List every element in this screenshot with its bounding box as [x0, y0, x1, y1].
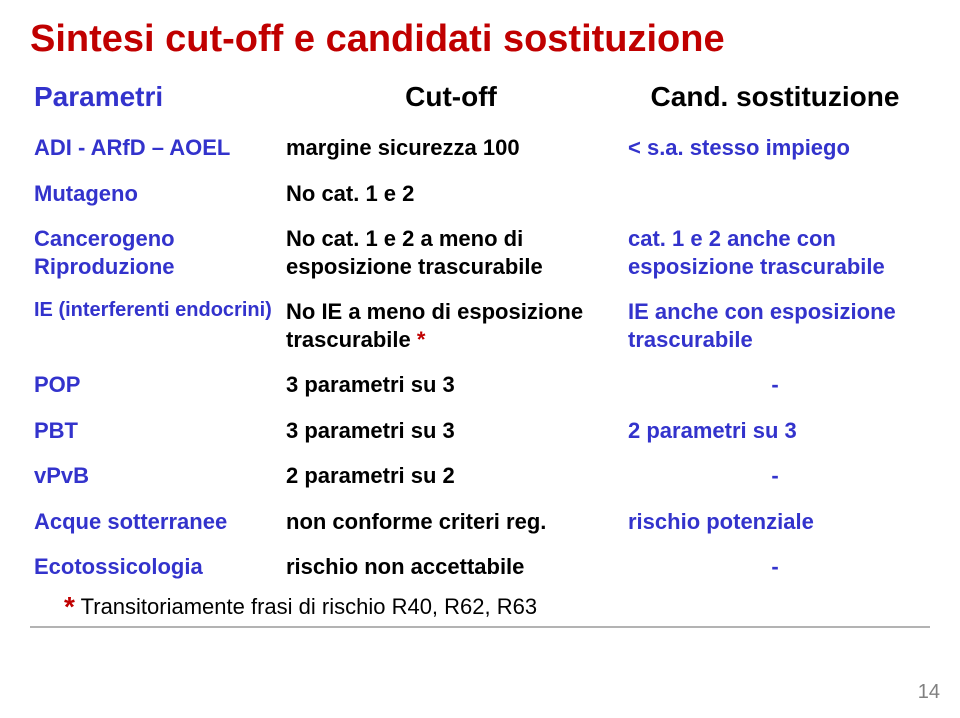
param-cell: Ecotossicologia [30, 545, 282, 591]
param-cell: Cancerogeno Riproduzione [30, 217, 282, 290]
footnote: * Transitoriamente frasi di rischio R40,… [30, 591, 930, 623]
table-row: IE (interferenti endocrini) No IE a meno… [30, 290, 930, 363]
cand-cell: - [624, 363, 930, 409]
cutoff-cell: No IE a meno di esposizione trascurabile… [282, 290, 624, 363]
table-row: PBT 3 parametri su 3 2 parametri su 3 [30, 409, 930, 455]
header-cutoff: Cut-off [282, 71, 624, 126]
main-table: Parametri Cut-off Cand. sostituzione ADI… [30, 71, 930, 591]
param-cell: IE (interferenti endocrini) [30, 290, 282, 363]
table-row: Mutageno No cat. 1 e 2 [30, 172, 930, 218]
table-body: ADI - ARfD – AOEL margine sicurezza 100 … [30, 126, 930, 591]
footnote-text: Transitoriamente frasi di rischio R40, R… [75, 594, 537, 619]
param-cell: POP [30, 363, 282, 409]
cand-cell: - [624, 545, 930, 591]
table-row: ADI - ARfD – AOEL margine sicurezza 100 … [30, 126, 930, 172]
cutoff-cell: 2 parametri su 2 [282, 454, 624, 500]
cutoff-cell: 3 parametri su 3 [282, 409, 624, 455]
table-row: Ecotossicologia rischio non accettabile … [30, 545, 930, 591]
cutoff-cell: non conforme criteri reg. [282, 500, 624, 546]
cand-cell: 2 parametri su 3 [624, 409, 930, 455]
cutoff-cell: margine sicurezza 100 [282, 126, 624, 172]
header-cand: Cand. sostituzione [624, 71, 930, 126]
cutoff-cell: No cat. 1 e 2 a meno di esposizione tras… [282, 217, 624, 290]
page-number: 14 [918, 681, 940, 704]
asterisk-inline: * [417, 327, 426, 352]
cutoff-cell: No cat. 1 e 2 [282, 172, 624, 218]
cand-cell: < s.a. stesso impiego [624, 126, 930, 172]
header-param: Parametri [30, 71, 282, 126]
cutoff-cell: 3 parametri su 3 [282, 363, 624, 409]
param-cell: Acque sotterranee [30, 500, 282, 546]
cand-cell: cat. 1 e 2 anche con esposizione trascur… [624, 217, 930, 290]
table-header-row: Parametri Cut-off Cand. sostituzione [30, 71, 930, 126]
table-row: Cancerogeno Riproduzione No cat. 1 e 2 a… [30, 217, 930, 290]
table-row: Acque sotterranee non conforme criteri r… [30, 500, 930, 546]
table-row: POP 3 parametri su 3 - [30, 363, 930, 409]
cand-cell: rischio potenziale [624, 500, 930, 546]
slide: Sintesi cut-off e candidati sostituzione… [0, 0, 960, 718]
cand-cell [624, 172, 930, 218]
cand-cell: IE anche con esposizione trascurabile [624, 290, 930, 363]
divider-line [30, 626, 930, 628]
slide-title: Sintesi cut-off e candidati sostituzione [30, 18, 930, 61]
cutoff-cell: rischio non accettabile [282, 545, 624, 591]
param-cell: PBT [30, 409, 282, 455]
param-cell: vPvB [30, 454, 282, 500]
footnote-asterisk: * [64, 591, 75, 622]
param-cell: Mutageno [30, 172, 282, 218]
table-row: vPvB 2 parametri su 2 - [30, 454, 930, 500]
cand-cell: - [624, 454, 930, 500]
cutoff-text: No IE a meno di esposizione trascurabile [286, 299, 583, 352]
param-cell: ADI - ARfD – AOEL [30, 126, 282, 172]
